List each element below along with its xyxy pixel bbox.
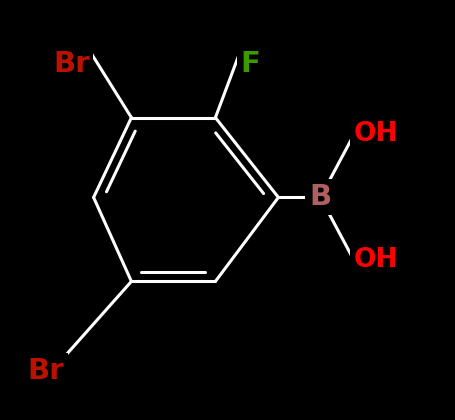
Text: Br: Br (53, 50, 89, 79)
Text: OH: OH (353, 121, 398, 147)
Text: Br: Br (28, 357, 64, 385)
Text: B: B (308, 184, 331, 211)
Text: OH: OH (353, 247, 398, 273)
Text: F: F (240, 50, 260, 79)
